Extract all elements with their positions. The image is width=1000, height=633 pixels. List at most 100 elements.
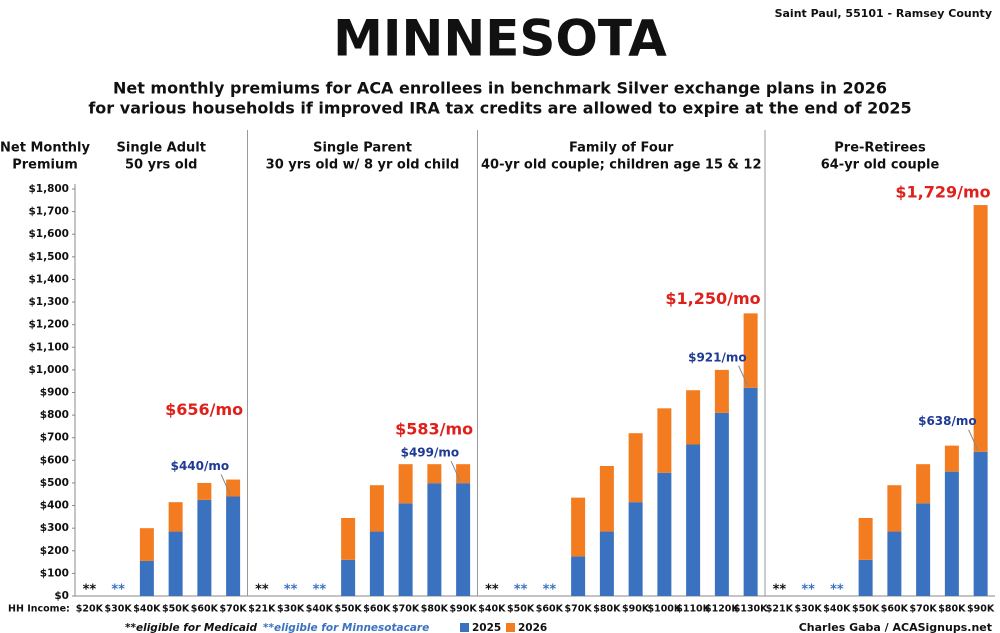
panel-subtitle: 30 yrs old w/ 8 yr old child xyxy=(266,158,460,173)
eligibility-marker: ** xyxy=(514,583,528,598)
bar-segment xyxy=(944,445,959,472)
eligibility-marker: ** xyxy=(773,583,787,598)
bar-segment xyxy=(398,464,413,504)
bar-segment xyxy=(628,502,643,596)
panel-subtitle: 64-yr old couple xyxy=(821,158,940,173)
bar-segment xyxy=(571,556,586,596)
legend-label: 2025 xyxy=(472,622,501,633)
eligibility-marker: ** xyxy=(255,583,269,598)
x-tick-label: $60K xyxy=(536,604,564,615)
eligibility-marker: ** xyxy=(313,583,327,598)
footnote: **eligible for Minnesotacare xyxy=(263,622,429,633)
x-tick-label: $30K xyxy=(795,604,823,615)
eligibility-marker: ** xyxy=(830,583,844,598)
bar-segment xyxy=(168,502,183,532)
x-tick-label: $90K xyxy=(622,604,650,615)
panel-subtitle: 40-yr old couple; children age 15 & 12 xyxy=(481,158,762,173)
x-tick-label: $80K xyxy=(938,604,966,615)
y-tick-label: $1,500 xyxy=(28,251,69,263)
x-tick-label: $50K xyxy=(852,604,880,615)
bar-segment xyxy=(944,471,959,596)
x-tick-label: $80K xyxy=(421,604,449,615)
x-axis-label: HH Income: xyxy=(8,604,70,615)
x-tick-label: $40K xyxy=(133,604,161,615)
y-tick-label: $900 xyxy=(40,387,69,399)
x-tick-label: $90K xyxy=(450,604,478,615)
bar-segment xyxy=(197,482,212,500)
annotation: $921/mo xyxy=(688,350,747,364)
y-tick-label: $500 xyxy=(40,477,69,489)
x-tick-label: $60K xyxy=(363,604,391,615)
legend-swatch xyxy=(460,623,469,632)
bar-segment xyxy=(743,313,758,388)
x-tick-label: $130K xyxy=(734,604,768,615)
bar-segment xyxy=(168,531,183,596)
y-tick-label: $700 xyxy=(40,432,69,444)
eligibility-marker: ** xyxy=(543,583,557,598)
bar-segment xyxy=(714,369,729,413)
bar-segment xyxy=(714,412,729,596)
credit: Charles Gaba / ACASignups.net xyxy=(799,621,992,633)
x-tick-label: $20K xyxy=(76,604,104,615)
annotation-leader xyxy=(220,474,231,495)
y-axis-label: Premium xyxy=(12,158,78,173)
y-tick-label: $600 xyxy=(40,454,69,466)
bar-segment xyxy=(456,483,471,596)
legend-label: 2026 xyxy=(518,622,547,633)
subtitle: for various households if improved IRA t… xyxy=(88,99,911,118)
x-tick-label: $80K xyxy=(593,604,621,615)
bar-segment xyxy=(571,497,586,557)
bar-segment xyxy=(226,496,241,596)
x-tick-label: $50K xyxy=(507,604,535,615)
x-tick-label: $120K xyxy=(705,604,739,615)
bar-segment xyxy=(628,433,643,503)
bar-segment xyxy=(226,479,241,497)
panel-title: Single Parent xyxy=(313,141,412,156)
x-tick-label: $50K xyxy=(335,604,363,615)
annotation-leader xyxy=(968,429,979,450)
panel-title: Family of Four xyxy=(569,141,674,156)
y-tick-label: $800 xyxy=(40,409,69,421)
bar-segment xyxy=(686,444,701,596)
eligibility-marker: ** xyxy=(111,583,125,598)
x-tick-label: $70K xyxy=(392,604,420,615)
legend-swatch xyxy=(506,623,515,632)
annotation: $583/mo xyxy=(395,420,473,439)
y-tick-label: $300 xyxy=(40,522,69,534)
y-tick-label: $1,400 xyxy=(28,273,69,285)
bar-segment xyxy=(341,559,356,596)
x-tick-label: $70K xyxy=(910,604,938,615)
chart-title: MINNESOTA xyxy=(333,10,667,68)
x-tick-label: $50K xyxy=(162,604,190,615)
y-tick-label: $100 xyxy=(40,567,69,579)
y-tick-label: $1,200 xyxy=(28,319,69,331)
x-tick-label: $60K xyxy=(881,604,909,615)
eligibility-marker: ** xyxy=(485,583,499,598)
x-tick-label: $30K xyxy=(277,604,305,615)
annotation: $638/mo xyxy=(918,414,977,428)
bar-segment xyxy=(427,483,442,596)
x-tick-label: $21K xyxy=(766,604,794,615)
bar-segment xyxy=(341,517,356,560)
annotation: $440/mo xyxy=(171,459,230,473)
x-tick-label: $60K xyxy=(191,604,219,615)
x-tick-label: $90K xyxy=(967,604,995,615)
bar-segment xyxy=(916,503,931,596)
bar-segment xyxy=(599,531,614,596)
y-tick-label: $1,600 xyxy=(28,228,69,240)
bar-segment xyxy=(369,485,384,532)
bar-segment xyxy=(456,464,471,484)
x-tick-label: $70K xyxy=(220,604,248,615)
y-axis-label: Net Monthly xyxy=(0,141,90,156)
bar-segment xyxy=(887,531,902,596)
eligibility-marker: ** xyxy=(83,583,97,598)
bar-segment xyxy=(887,485,902,532)
x-tick-label: $21K xyxy=(248,604,276,615)
bar-segment xyxy=(427,464,442,484)
bar-segment xyxy=(916,464,931,504)
y-tick-label: $200 xyxy=(40,545,69,557)
bar-segment xyxy=(743,387,758,596)
bar-segment xyxy=(686,390,701,445)
y-tick-label: $1,000 xyxy=(28,364,69,376)
